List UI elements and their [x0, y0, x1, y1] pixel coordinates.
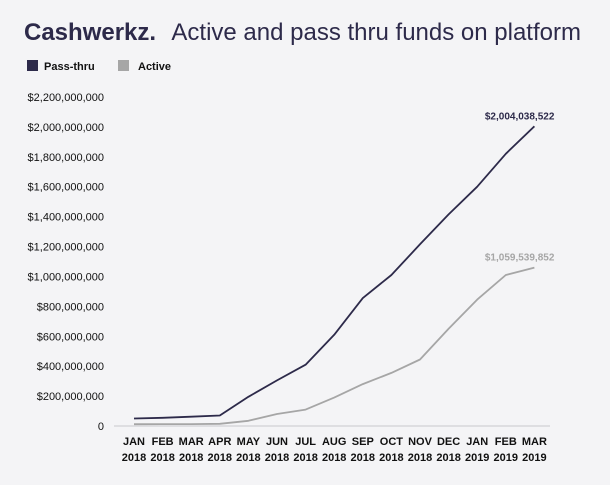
y-tick-label: $2,000,000,000 [28, 122, 104, 134]
y-tick-label: $400,000,000 [37, 361, 104, 373]
x-tick-label-month: FEB [152, 436, 174, 448]
y-tick-label: $200,000,000 [37, 391, 104, 403]
y-tick-label: $2,200,000,000 [28, 92, 104, 104]
series-line-active [133, 266, 535, 426]
x-tick-label-month: MAR [179, 436, 204, 448]
legend: Pass-thru Active [27, 60, 171, 73]
x-tick-label-month: NOV [408, 436, 433, 448]
x-tick-label-year: 2018 [408, 452, 432, 464]
x-tick-label-year: 2019 [494, 452, 518, 464]
brand-logo: Cashwerkz. [24, 19, 156, 46]
x-tick-label-year: 2018 [436, 452, 460, 464]
series-line-pass-thru [133, 125, 536, 420]
x-tick-label-month: APR [208, 436, 231, 448]
x-tick-label-year: 2019 [465, 452, 489, 464]
legend-swatch-active [118, 60, 129, 71]
x-tick-label-year: 2018 [351, 452, 375, 464]
x-tick-label-year: 2018 [379, 452, 403, 464]
x-tick-label-month: JAN [466, 436, 488, 448]
x-tick-label-year: 2018 [150, 452, 174, 464]
x-tick-label-month: MAY [237, 436, 261, 448]
x-tick-label-month: MAR [522, 436, 547, 448]
y-tick-label: $600,000,000 [37, 331, 104, 343]
y-tick-label: $800,000,000 [37, 301, 104, 313]
x-tick-label-year: 2018 [122, 452, 146, 464]
x-tick-label-month: OCT [380, 436, 404, 448]
x-tick-label-month: DEC [437, 436, 460, 448]
end-label-pass-thru: $2,004,038,522 [485, 111, 555, 122]
end-label-active: $1,059,539,852 [485, 253, 555, 264]
y-tick-label: 0 [98, 421, 104, 433]
x-tick-label-month: JAN [123, 436, 145, 448]
x-tick-label-year: 2018 [265, 452, 289, 464]
x-tick-label-month: JUN [266, 436, 288, 448]
y-tick-label: $1,200,000,000 [28, 242, 104, 254]
x-tick-label-month: SEP [352, 436, 374, 448]
plot-area: 0 $200,000,000 $400,000,000 $600,000,000 $80… [28, 92, 555, 464]
legend-label-active: Active [138, 61, 171, 73]
chart-title: Cashwerkz. Active and pass thru funds on… [24, 19, 581, 46]
x-tick-label-year: 2018 [236, 452, 260, 464]
x-tick-label-month: JUL [295, 436, 316, 448]
y-tick-label: $1,000,000,000 [28, 271, 104, 283]
chart-title-text: Active and pass thru funds on platform [171, 19, 581, 46]
x-tick-label-year: 2019 [522, 452, 546, 464]
x-tick-label-year: 2018 [208, 452, 232, 464]
y-tick-label: $1,600,000,000 [28, 182, 104, 194]
legend-swatch-pass-thru [27, 60, 38, 71]
x-tick-label-month: AUG [322, 436, 346, 448]
x-tick-label-year: 2018 [179, 452, 203, 464]
y-tick-label: $1,400,000,000 [28, 212, 104, 224]
legend-label-pass-thru: Pass-thru [44, 61, 95, 73]
x-tick-label-year: 2018 [293, 452, 317, 464]
x-tick-label-year: 2018 [322, 452, 346, 464]
x-tick-label-month: FEB [495, 436, 517, 448]
y-tick-label: $1,800,000,000 [28, 152, 104, 164]
